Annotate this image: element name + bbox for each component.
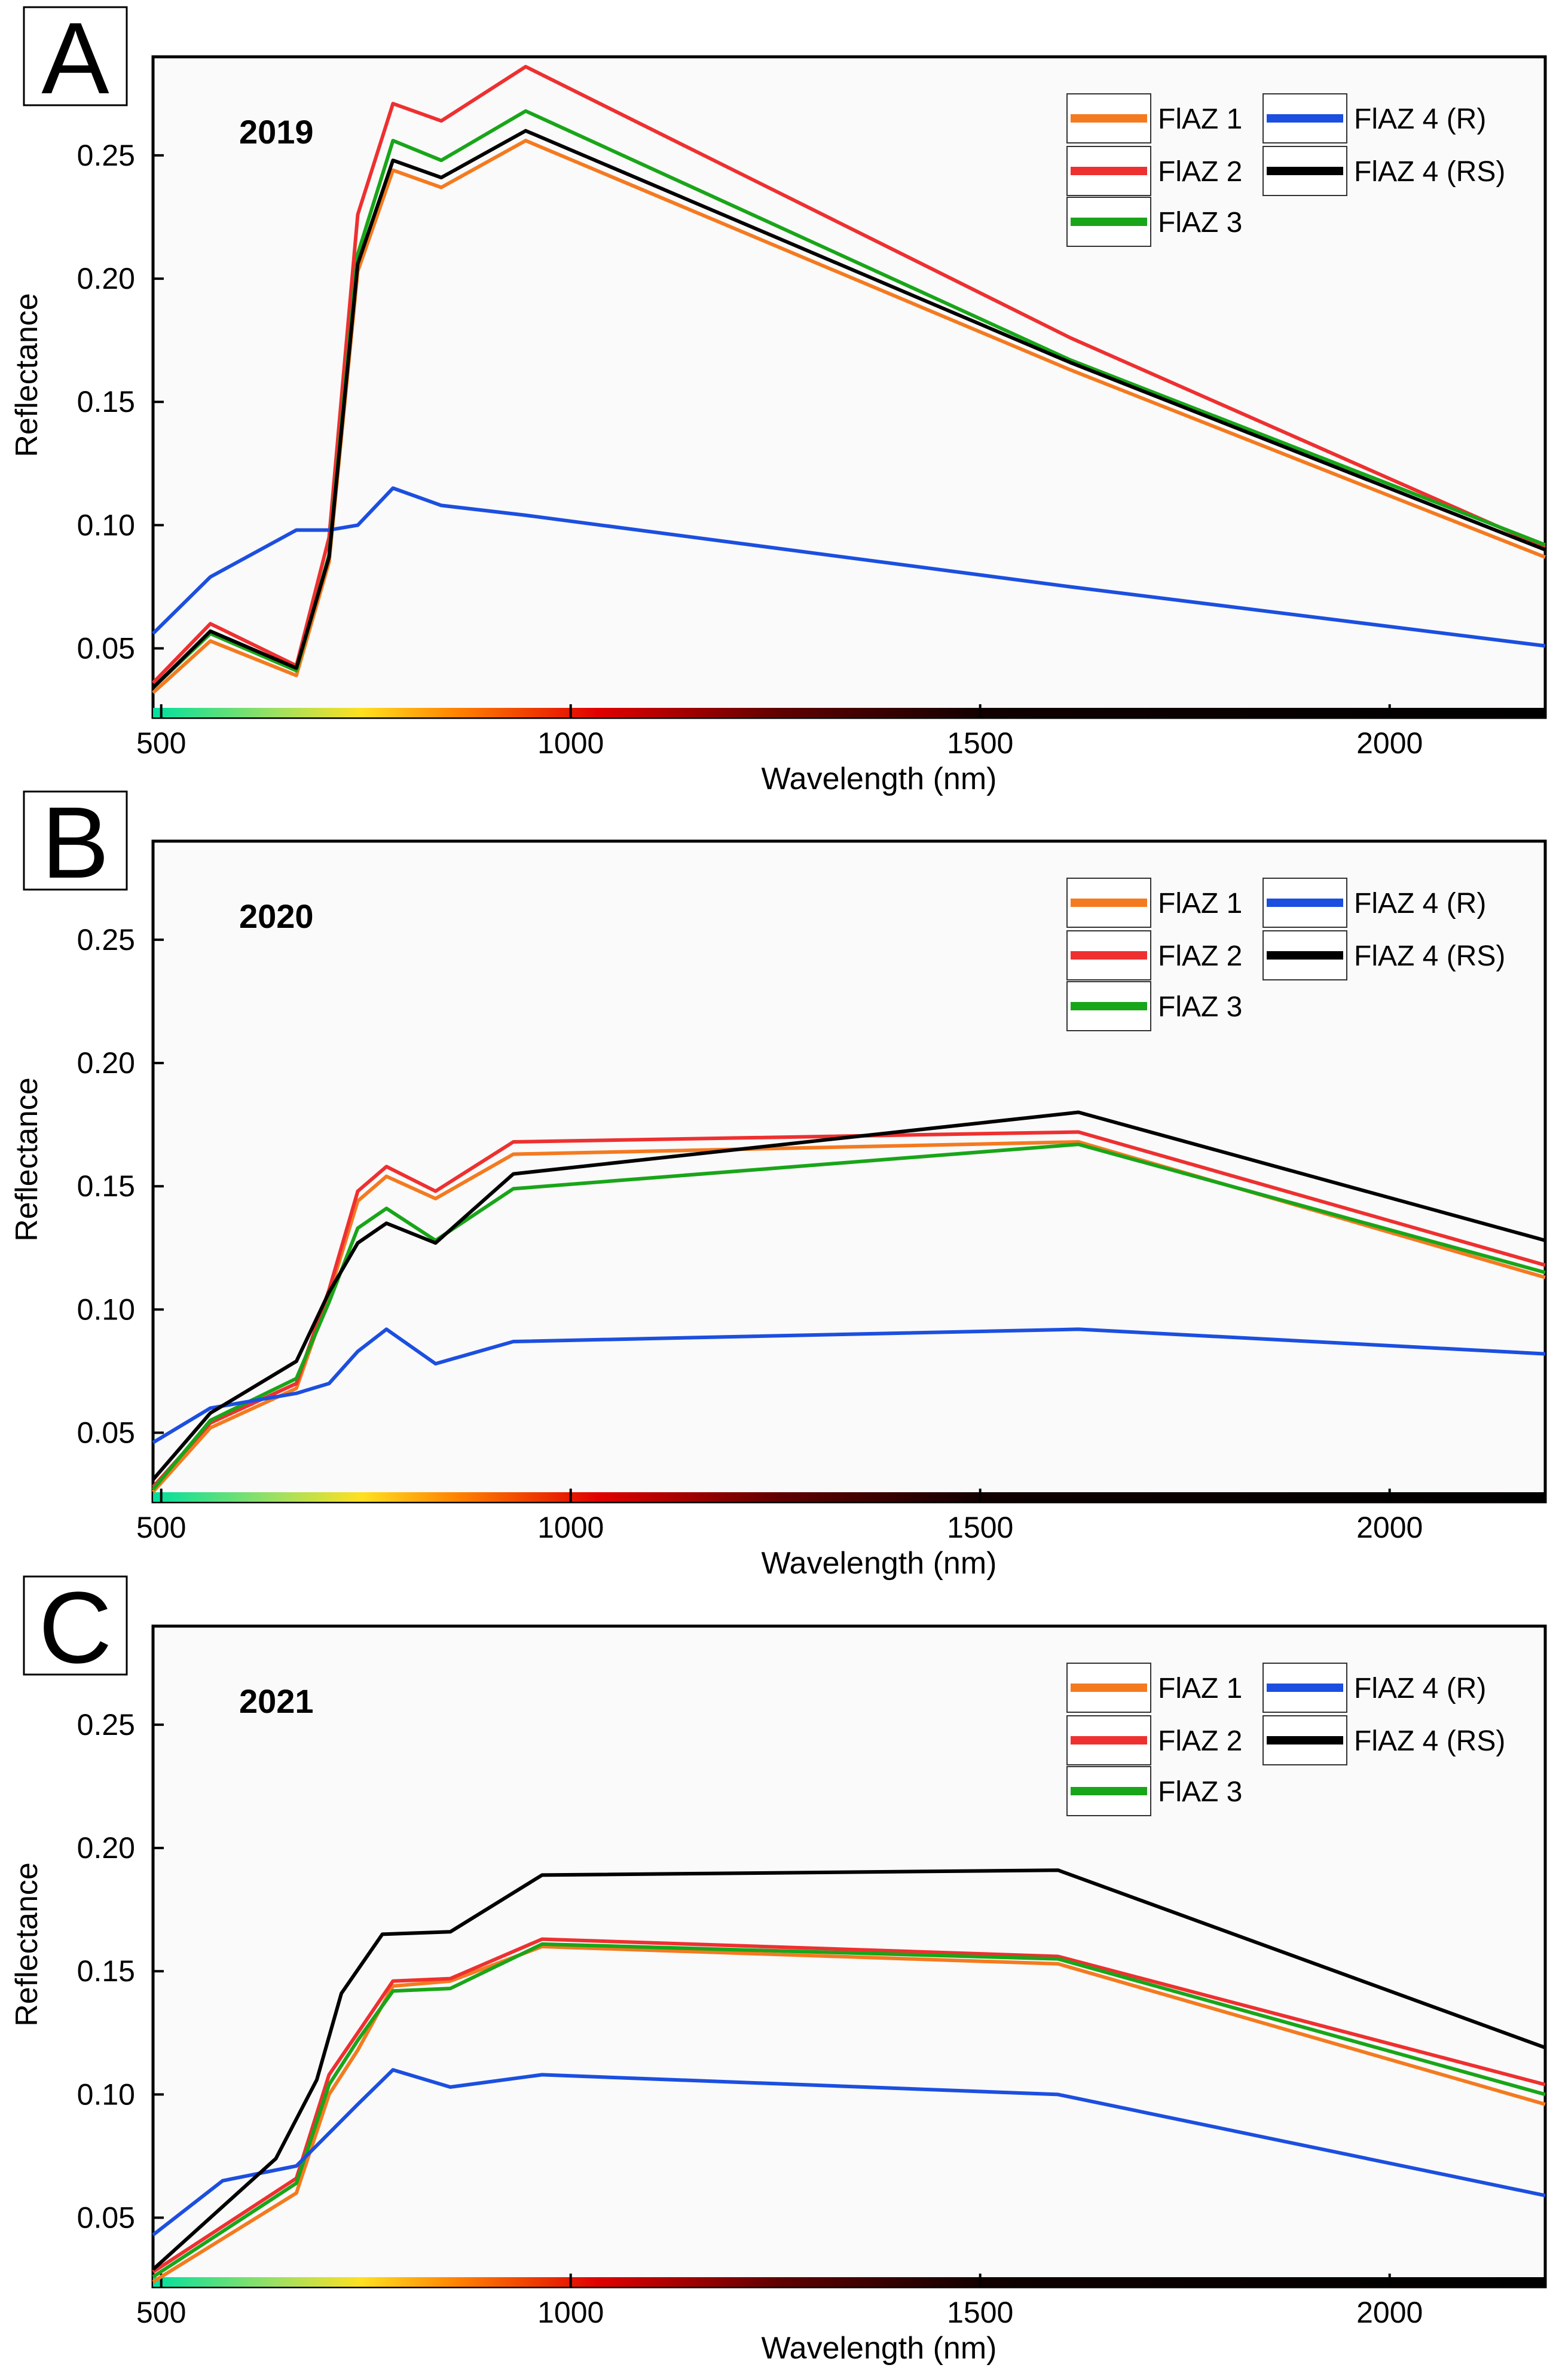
spectrum-bar (153, 2277, 1545, 2287)
y-axis-label: Reflectance (10, 1077, 44, 1242)
legend-label: FlAZ 4 (RS) (1354, 1725, 1505, 1757)
x-axis-label: Wavelength (nm) (762, 2331, 997, 2366)
spectrum-bar (153, 708, 1545, 717)
x-tick-label: 2000 (1356, 1511, 1423, 1544)
series-line-flaz-1 (151, 1140, 1546, 1493)
legend-label: FlAZ 2 (1158, 1725, 1242, 1757)
x-tick-label: 500 (136, 2296, 186, 2329)
panel-label: B (41, 786, 109, 900)
y-tick-label: 0.15 (77, 1954, 135, 1988)
series-line-flaz-2 (151, 65, 1546, 685)
legend: FlAZ 1 FlAZ 2 FlAZ 3 FlAZ 4 (R) FlAZ 4 (RS) (1066, 878, 1505, 1031)
y-tick-label: 0.25 (77, 139, 135, 172)
series-line-flaz-1 (152, 1945, 1546, 2284)
legend-label: FlAZ 1 (1158, 888, 1242, 919)
legend-label: FlAZ 4 (R) (1354, 1673, 1486, 1704)
y-tick-label: 0.20 (77, 1831, 135, 1865)
series-line-flaz-4-r (152, 1327, 1546, 1444)
y-tick-label: 0.05 (77, 1416, 135, 1450)
legend-label: FlAZ 1 (1158, 1673, 1242, 1704)
y-tick-label: 0.25 (77, 1708, 135, 1742)
panel-label: A (41, 2, 109, 115)
x-axis-label: Wavelength (nm) (762, 762, 997, 796)
series-line-flaz-2 (152, 1937, 1546, 2274)
spectrum-bar (153, 1492, 1545, 1502)
chart-panel-a: 0.05 0.10 0.15 0.20 0.25 500 1000 1500 2000 Wavel… (10, 2, 1547, 796)
legend-label: FlAZ 2 (1158, 156, 1242, 188)
panel-label-box (23, 790, 128, 891)
y-tick-label: 0.05 (77, 632, 135, 665)
x-tick-label: 1500 (947, 2296, 1013, 2329)
year-label: 2019 (239, 113, 314, 151)
legend-label: FlAZ 2 (1158, 940, 1242, 972)
legend-label: FlAZ 3 (1158, 207, 1242, 239)
series-line-flaz-4-rs (151, 1868, 1546, 2271)
x-tick-label: 1000 (537, 726, 604, 760)
series-line-flaz-3 (151, 109, 1546, 689)
series-line-flaz-4-rs (151, 129, 1546, 689)
x-tick-label: 2000 (1356, 726, 1423, 760)
x-tick-label: 1500 (947, 726, 1013, 760)
y-tick-label: 0.20 (77, 1046, 135, 1080)
x-tick-label: 500 (136, 726, 186, 760)
legend-label: FlAZ 3 (1158, 991, 1242, 1023)
series-line-flaz-4-rs (151, 1110, 1546, 1481)
y-tick-label: 0.15 (77, 1169, 135, 1203)
panel-label-box (23, 1575, 128, 1676)
chart-panel-b: 0.05 0.10 0.15 0.20 0.25 500 1000 1500 2000 Wavel… (10, 786, 1547, 1581)
x-axis-label: Wavelength (nm) (762, 1546, 997, 1581)
legend-label: FlAZ 4 (RS) (1354, 156, 1505, 188)
series-line-flaz-4-r (152, 2068, 1546, 2237)
y-tick-label: 0.05 (77, 2201, 135, 2235)
x-tick-label: 1000 (537, 1511, 604, 1544)
y-axis-label: Reflectance (10, 1862, 44, 2027)
panel-label: C (39, 1571, 112, 1685)
legend: FlAZ 1 FlAZ 2 FlAZ 3 FlAZ 4 (R) FlAZ 4 (RS) (1066, 1663, 1505, 1816)
legend-label: FlAZ 4 (R) (1354, 888, 1486, 919)
series-line-flaz-3 (152, 1942, 1546, 2279)
y-tick-label: 0.25 (77, 923, 135, 957)
y-axis-label: Reflectance (10, 293, 44, 457)
x-tick-label: 1000 (537, 2296, 604, 2329)
legend-label: FlAZ 4 (R) (1354, 103, 1486, 135)
chart-panel-c: 0.05 0.10 0.15 0.20 0.25 500 1000 1500 2000 Wavel… (10, 1571, 1547, 2366)
y-tick-label: 0.10 (77, 2077, 135, 2111)
y-tick-label: 0.20 (77, 262, 135, 295)
x-tick-label: 2000 (1356, 2296, 1423, 2329)
series-line-flaz-2 (151, 1130, 1546, 1489)
x-tick-label: 1500 (947, 1511, 1013, 1544)
y-tick-label: 0.10 (77, 1293, 135, 1326)
legend: FlAZ 1 FlAZ 2 FlAZ 3 FlAZ 4 (R) FlAZ 4 (RS) (1066, 93, 1505, 247)
y-tick-label: 0.10 (77, 508, 135, 542)
panel-label-box (23, 6, 128, 106)
year-label: 2020 (239, 897, 314, 935)
series-line-flaz-4-r (151, 486, 1546, 648)
x-tick-label: 500 (136, 1511, 186, 1544)
legend-label: FlAZ 3 (1158, 1776, 1242, 1808)
year-label: 2021 (239, 1682, 314, 1720)
legend-label: FlAZ 4 (RS) (1354, 940, 1505, 972)
y-tick-label: 0.15 (77, 385, 135, 418)
series-line-flaz-1 (151, 139, 1546, 695)
legend-label: FlAZ 1 (1158, 103, 1242, 135)
